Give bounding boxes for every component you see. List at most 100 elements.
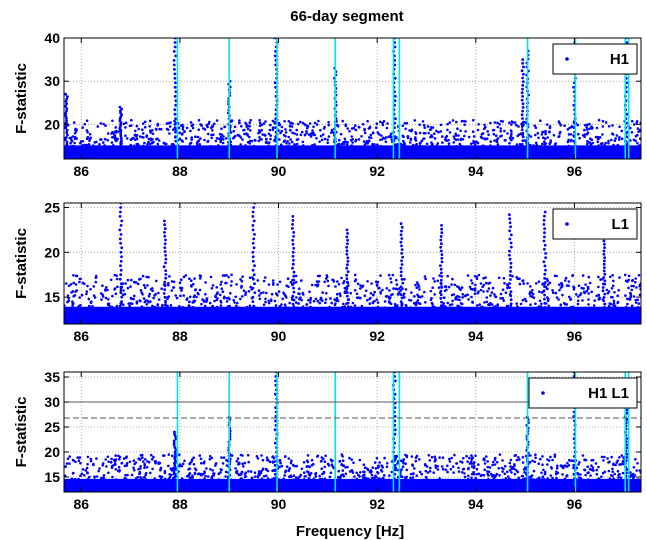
outlier-point — [163, 280, 167, 284]
data-point — [446, 128, 449, 132]
data-point — [478, 303, 482, 306]
data-point — [168, 275, 171, 278]
data-point — [187, 304, 191, 307]
data-point — [288, 124, 292, 128]
data-point — [529, 303, 532, 307]
data-point — [340, 276, 343, 280]
data-point — [124, 121, 128, 125]
data-point — [425, 142, 429, 146]
data-point — [295, 301, 298, 304]
outlier-point — [173, 94, 177, 98]
data-point — [248, 276, 252, 280]
outlier-point — [399, 222, 403, 226]
data-point — [269, 137, 272, 141]
data-point — [215, 137, 219, 140]
data-point — [128, 304, 131, 308]
data-point — [258, 121, 262, 125]
data-point — [557, 298, 560, 301]
data-point — [153, 294, 156, 297]
data-point — [327, 284, 330, 288]
data-point — [354, 128, 358, 132]
data-point — [415, 286, 419, 290]
data-point — [397, 287, 401, 290]
data-point — [309, 301, 312, 304]
outlier-point — [509, 241, 513, 245]
data-point — [228, 297, 231, 301]
outlier-point — [520, 113, 524, 117]
data-point — [496, 125, 500, 129]
data-point — [508, 142, 511, 145]
outlier-point — [66, 133, 69, 137]
data-point — [335, 299, 338, 303]
data-point — [215, 286, 219, 289]
outlier-point — [345, 294, 349, 298]
data-point — [413, 295, 416, 298]
data-point — [172, 280, 176, 284]
data-point — [303, 133, 307, 137]
data-point — [242, 289, 246, 293]
data-point — [220, 287, 223, 291]
data-point — [581, 274, 585, 277]
data-point — [544, 129, 547, 133]
outlier-point — [440, 315, 444, 319]
data-point — [402, 141, 406, 145]
data-point — [163, 142, 167, 145]
outlier-point — [572, 85, 575, 89]
data-point — [262, 291, 265, 294]
data-point — [85, 290, 89, 293]
outlier-point — [292, 286, 295, 290]
outlier-point — [291, 242, 295, 246]
outlier-point — [119, 250, 123, 254]
data-point — [404, 303, 408, 307]
data-point — [280, 303, 283, 306]
outlier-point — [164, 273, 168, 276]
data-point — [583, 133, 587, 136]
data-point — [174, 294, 177, 297]
data-point — [566, 140, 570, 144]
data-point — [264, 297, 267, 301]
data-point — [377, 133, 381, 136]
outlier-point — [119, 291, 123, 294]
outlier-point — [399, 289, 403, 292]
data-point — [468, 285, 472, 289]
outlier-point — [251, 210, 255, 214]
outlier-point — [393, 99, 397, 103]
outlier-point — [253, 264, 256, 268]
data-point — [373, 299, 376, 303]
data-point — [604, 121, 608, 124]
data-point — [279, 131, 282, 135]
data-point — [214, 139, 218, 143]
data-point — [613, 291, 616, 294]
data-point — [424, 277, 427, 281]
data-point — [443, 285, 447, 288]
data-point — [627, 274, 631, 278]
data-point — [342, 280, 346, 283]
data-point — [511, 121, 515, 124]
outlier-point — [521, 135, 525, 139]
data-point — [381, 138, 384, 141]
data-point — [189, 141, 193, 145]
outlier-point — [172, 50, 176, 53]
data-point — [638, 129, 641, 133]
data-point — [310, 132, 313, 135]
data-point — [289, 128, 292, 132]
outlier-point — [253, 233, 256, 236]
data-point — [483, 301, 486, 304]
outlier-point — [401, 281, 405, 285]
data-point — [504, 138, 507, 142]
outlier-point — [173, 68, 176, 71]
outlier-point — [118, 237, 122, 241]
data-point — [447, 142, 451, 145]
outlier-point — [440, 242, 443, 246]
data-point — [314, 297, 318, 301]
outlier-point — [173, 85, 177, 89]
data-point — [426, 125, 430, 128]
data-point — [289, 122, 292, 125]
data-point — [428, 128, 432, 131]
data-point — [149, 131, 152, 134]
data-point — [601, 133, 604, 136]
data-point — [301, 291, 305, 295]
data-point — [592, 304, 596, 307]
outlier-point — [174, 103, 178, 107]
data-point — [611, 124, 614, 127]
